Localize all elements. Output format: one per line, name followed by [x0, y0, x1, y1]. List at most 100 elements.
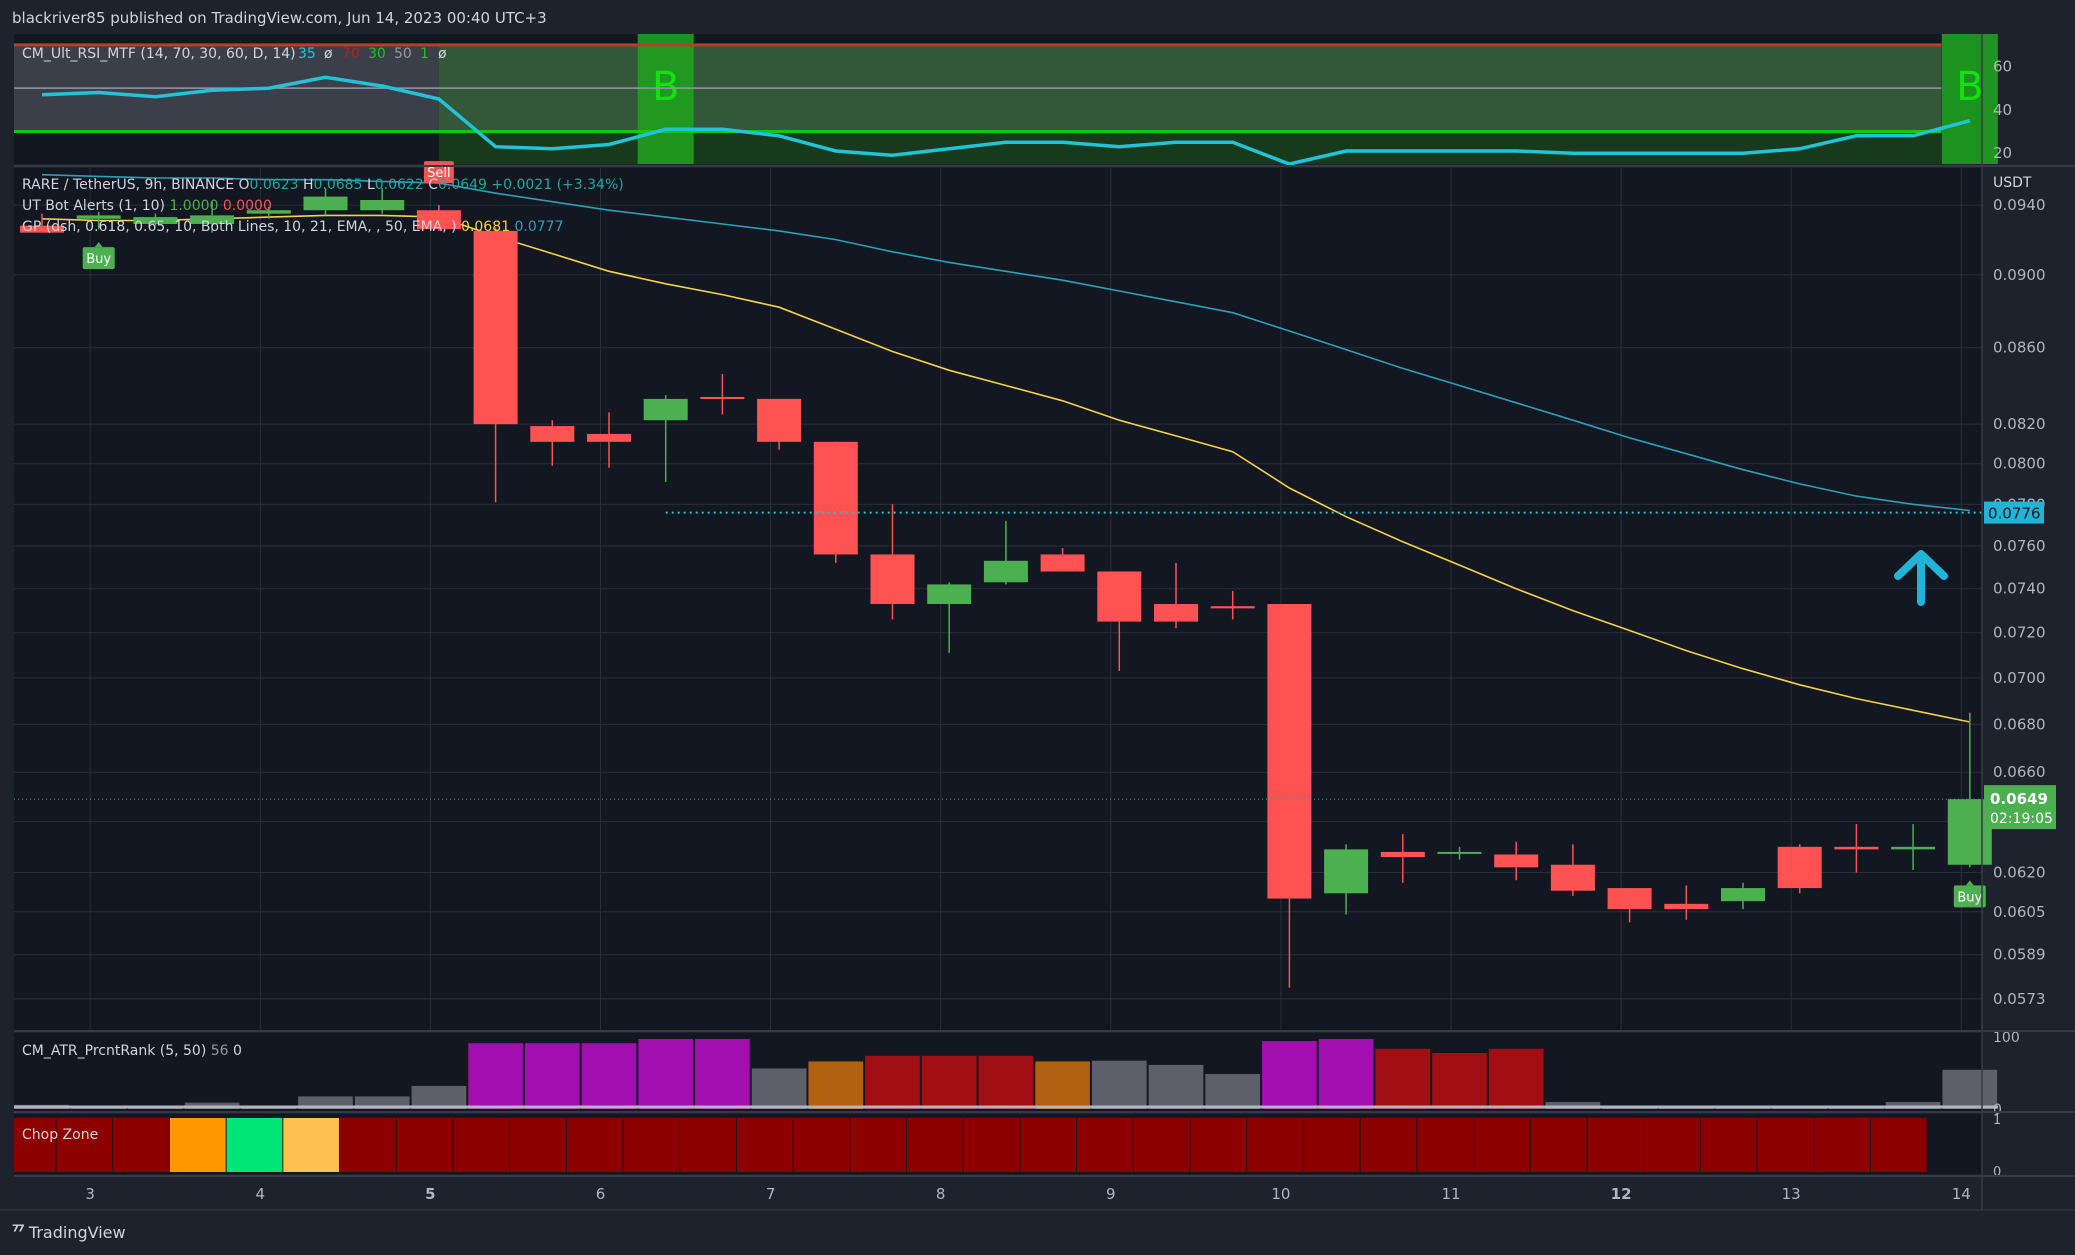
chop-zone-bar: [963, 1118, 1020, 1172]
price-tick-label: 0.0860: [1993, 339, 2046, 357]
chop-zone-bar: [793, 1118, 850, 1172]
chop-zone-bar: [680, 1118, 736, 1172]
time-tick-label: 12: [1611, 1185, 1632, 1203]
chop-zone-bar: [1133, 1118, 1190, 1172]
price-panel[interactable]: Buy Sell Buy 0.0940 0.0900 0.0860 0.0820 0.080…: [14, 161, 2056, 1030]
chop-zone-bar: [850, 1118, 907, 1172]
price-tick-label: 0.0800: [1993, 455, 2046, 473]
chop-zone-bar: [1247, 1118, 1303, 1172]
rsi-buy-marker: B: [652, 64, 679, 110]
rsi-value: 50: [394, 46, 412, 62]
up-arrow-icon: [1894, 550, 1948, 606]
ut-bot-legend: UT Bot Alerts (1, 10) 1.0000 0.0000: [22, 198, 272, 214]
atr-bar: [1262, 1041, 1317, 1109]
symbol-name: RARE / TetherUS, 9h, BINANCE: [22, 177, 239, 193]
rsi-buy-highlight: [637, 34, 694, 164]
chop-title: Chop Zone: [22, 1127, 98, 1143]
candle-body: [1097, 571, 1142, 622]
rsi-title: CM_Ult_RSI_MTF (14, 70, 30, 60, D, 14): [22, 46, 296, 62]
chop-zone-bar: [169, 1118, 226, 1172]
candle-body: [190, 215, 235, 224]
price-tick-label: 0.0573: [1993, 990, 2046, 1008]
rsi-value: ø: [324, 46, 333, 62]
atr-bar: [695, 1039, 750, 1109]
chop-zone-bar: [1587, 1118, 1644, 1172]
candle-body: [1777, 846, 1822, 889]
chop-zone-panel: Chop Zone 1 0: [14, 1113, 2001, 1180]
time-axis[interactable]: 3 4 5 6 7 8 9 10 11 12 13 14: [85, 1185, 1970, 1203]
rsi-panel: B B 60 40 20 CM_Ult_RSI_MTF (14, 70, 30, 60…: [14, 34, 2012, 166]
chop-zone-bar: [1190, 1118, 1247, 1172]
candle-body: [1380, 851, 1425, 858]
gp-value-1: 0.0681: [461, 219, 514, 235]
candle-body: [1267, 603, 1312, 899]
panel-separators: [0, 34, 2075, 1211]
chop-zone-bar: [113, 1118, 169, 1172]
chop-zone-bar: [1417, 1118, 1474, 1172]
ema-21-line: [41, 214, 1970, 723]
atr-panel: 100 0 CM_ATR_PrcntRank (5, 50) 56 0: [14, 1030, 2020, 1118]
atr-bar: [581, 1043, 637, 1109]
last-price-badge: [1984, 785, 2056, 830]
candle-body: [757, 398, 802, 442]
time-tick-label: 6: [596, 1185, 606, 1203]
chop-tick-label: 0: [1993, 1165, 2001, 1180]
rsi-tick-label: 40: [1993, 101, 2012, 119]
chop-zone-bar: [396, 1118, 453, 1172]
rsi-value: ø: [438, 46, 447, 62]
candle-body: [983, 560, 1028, 583]
time-tick-label: 8: [936, 1185, 946, 1203]
time-tick-label: 11: [1441, 1185, 1460, 1203]
ohlc-key: L: [367, 177, 375, 193]
chop-zone-bar: [1700, 1118, 1757, 1172]
atr-bar: [411, 1085, 467, 1109]
price-tick-label: 0.0620: [1993, 863, 2046, 881]
atr-bar: [751, 1068, 807, 1109]
gp-legend: GP (dsh, 0.618, 0.65, 10, Both Lines, 10…: [22, 219, 563, 235]
candle-body: [303, 196, 348, 211]
buy-signal-pointer: [94, 242, 103, 248]
atr-bar: [921, 1055, 977, 1109]
price-tick-label: 0.0720: [1993, 624, 2046, 642]
rsi-buy-highlight: [1941, 34, 1998, 164]
atr-bar: [1318, 1039, 1374, 1109]
brand-name: TradingView: [28, 1222, 126, 1242]
candle-body: [1550, 864, 1595, 891]
atr-bar: [808, 1061, 864, 1109]
ohlc-key: H: [303, 177, 314, 193]
chop-zone-bar: [453, 1118, 510, 1172]
chop-tick-label: 1: [1993, 1113, 2001, 1128]
change-value: +0.0021 (+3.34%): [491, 177, 623, 193]
atr-value-1: 56: [211, 1043, 233, 1059]
chop-zone-bar: [1757, 1118, 1814, 1172]
chop-zone-bar: [623, 1118, 680, 1172]
publisher-header: blackriver85 published on TradingView.co…: [12, 9, 547, 27]
ut-bot-name: UT Bot Alerts (1, 10): [22, 198, 169, 214]
time-tick-label: 3: [85, 1185, 95, 1203]
chop-zone-bar: [14, 1118, 56, 1172]
buy-signal-badge: [1953, 885, 1986, 908]
rsi-tick-label: 60: [1993, 58, 2012, 76]
candle-body: [587, 433, 631, 442]
gp-name: GP (dsh, 0.618, 0.65, 10, Both Lines, 10…: [22, 219, 461, 235]
atr-bar: [1148, 1064, 1204, 1109]
atr-tick-label: 100: [1993, 1030, 2020, 1046]
atr-bar: [1091, 1060, 1147, 1109]
chop-zone-bar: [226, 1118, 283, 1172]
price-tick-label: 0.0680: [1993, 715, 2046, 733]
candle-body: [246, 210, 291, 214]
chop-zone-bar: [1360, 1118, 1417, 1172]
currency-label: USDT: [1993, 175, 2032, 191]
atr-value-2: 0: [233, 1043, 242, 1059]
candle-body: [416, 210, 461, 230]
tradingview-logo-icon: ⁷⁷: [12, 1222, 25, 1242]
candle-body: [870, 554, 915, 604]
candle-body: [643, 398, 688, 421]
atr-bar: [1205, 1074, 1261, 1109]
ema-50-line: [41, 173, 1970, 512]
price-tick-label: 0.0820: [1993, 415, 2046, 433]
chop-zone-bar: [1303, 1118, 1360, 1172]
atr-bar: [1432, 1053, 1487, 1109]
candle-body: [76, 215, 121, 219]
